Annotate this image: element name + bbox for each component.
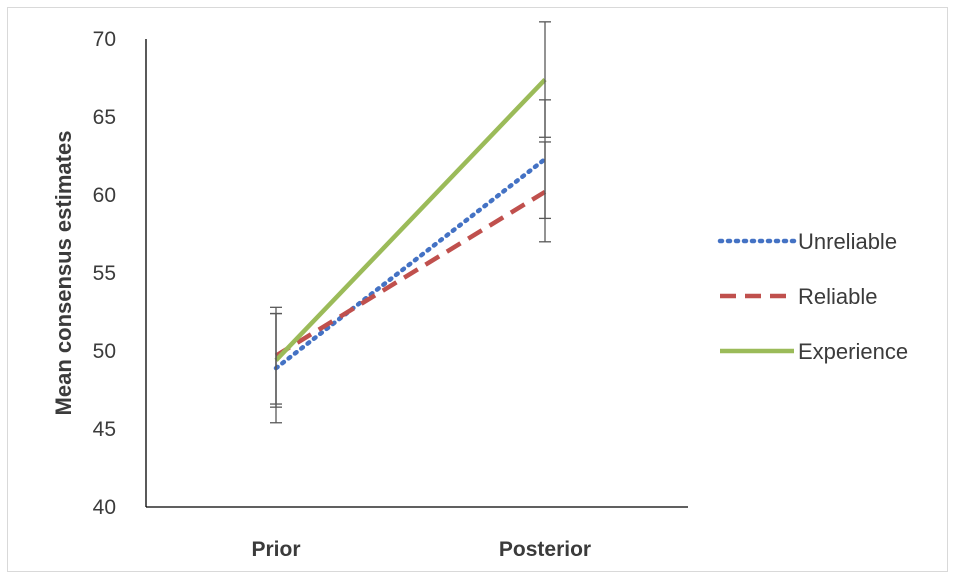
series-line-unreliable bbox=[273, 156, 548, 371]
x-category-labels: Prior Posterior bbox=[251, 538, 591, 561]
y-tick-label: 60 bbox=[93, 184, 116, 207]
axes bbox=[145, 39, 688, 508]
legend: Unreliable Reliable Experience bbox=[717, 229, 908, 364]
series-line-reliable bbox=[274, 189, 547, 358]
y-tick-label: 55 bbox=[93, 262, 116, 285]
series-line-experience bbox=[274, 78, 547, 362]
y-tick-labels: 40 45 50 55 60 65 70 bbox=[93, 28, 116, 519]
series-group bbox=[273, 78, 548, 371]
legend-label-experience: Experience bbox=[798, 339, 908, 364]
legend-label-unreliable: Unreliable bbox=[798, 229, 897, 254]
y-axis-label: Mean consensus estimates bbox=[51, 131, 76, 416]
chart-frame bbox=[7, 7, 948, 572]
legend-label-reliable: Reliable bbox=[798, 284, 878, 309]
y-tick-label: 40 bbox=[93, 496, 116, 519]
y-tick-label: 50 bbox=[93, 340, 116, 363]
y-tick-label: 65 bbox=[93, 106, 116, 129]
x-category-label: Posterior bbox=[499, 538, 591, 561]
x-category-label: Prior bbox=[251, 538, 300, 561]
y-tick-label: 45 bbox=[93, 418, 116, 441]
y-tick-label: 70 bbox=[93, 28, 116, 51]
error-bars bbox=[270, 21, 551, 424]
